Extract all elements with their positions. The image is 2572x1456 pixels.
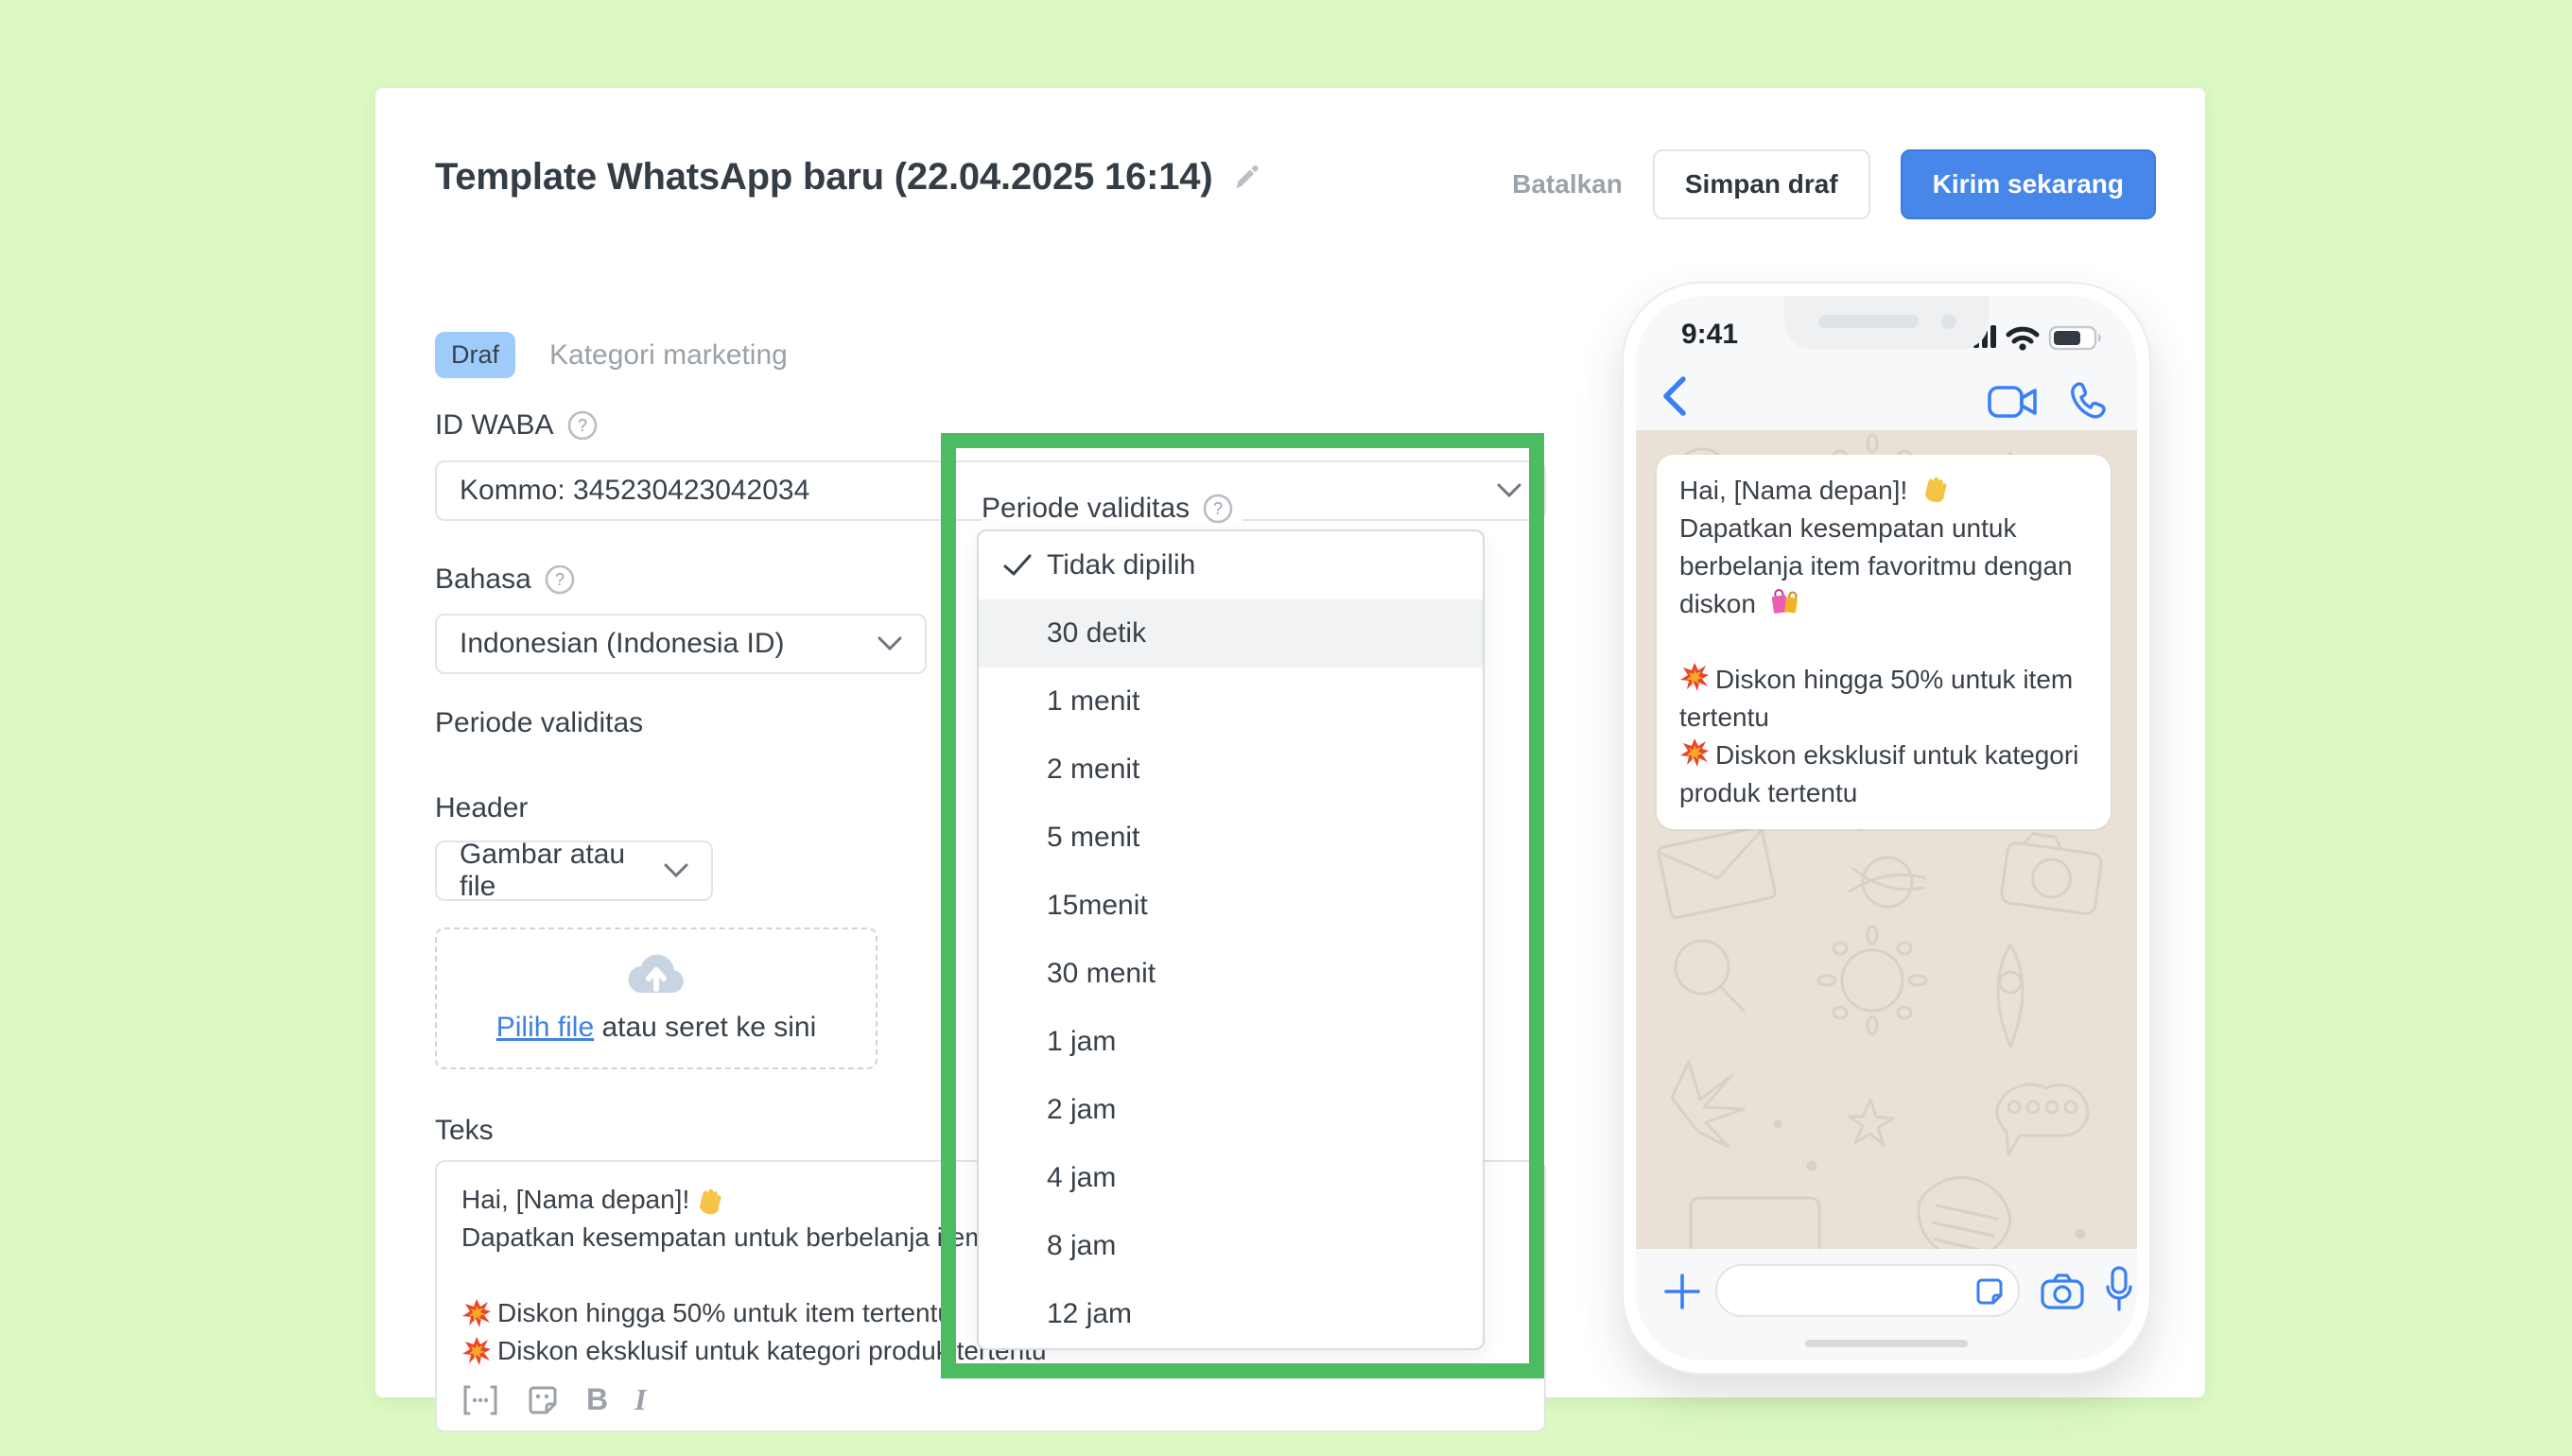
header-field-label: Header	[435, 792, 529, 823]
phone-clock: 9:41	[1681, 319, 1739, 350]
teks-label: Teks	[435, 1115, 494, 1146]
chat-area: Hai, [Nama depan]! Dapatkan kesempatan u…	[1636, 430, 2137, 1249]
phone-preview: 9:41	[1622, 282, 2151, 1375]
dropdown-option-2-menit[interactable]: 2 menit	[1047, 754, 1140, 785]
category-label: Kategori marketing	[549, 338, 788, 371]
phone-notch	[1784, 296, 1989, 349]
dropdown-option-12-jam[interactable]: 12 jam	[1047, 1298, 1133, 1329]
placeholder-icon[interactable]	[461, 1384, 499, 1416]
camera-icon	[2041, 1274, 2084, 1309]
help-icon[interactable]: ?	[567, 410, 598, 441]
svg-text:?: ?	[555, 570, 565, 589]
phone-screen: 9:41	[1636, 296, 2137, 1361]
bahasa-value: Indonesian (Indonesia ID)	[460, 628, 785, 659]
collision-emoji	[1679, 662, 1710, 692]
shopping-bags-emoji	[1769, 586, 1799, 616]
collision-emoji	[461, 1298, 492, 1328]
dropdown-option-2-jam[interactable]: 2 jam	[1047, 1094, 1117, 1125]
help-icon[interactable]: ?	[1203, 494, 1233, 524]
wifi-icon	[2006, 326, 2040, 351]
edit-title-pencil-icon[interactable]	[1231, 162, 1263, 194]
svg-text:?: ?	[1213, 499, 1223, 518]
voice-call-icon	[2069, 381, 2109, 421]
periode-validitas-dropdown: Tidak dipilih 30 detik 1 menit 2 menit 5…	[977, 529, 1485, 1350]
id-waba-label: ID WABA	[435, 409, 554, 441]
dropdown-option-30-detik[interactable]: 30 detik	[979, 599, 1483, 667]
collision-emoji	[1679, 737, 1710, 768]
dropdown-option-8-jam[interactable]: 8 jam	[1047, 1230, 1117, 1261]
message-bubble: Hai, [Nama depan]! Dapatkan kesempatan u…	[1657, 455, 2111, 829]
id-waba-value: Kommo: 345230423042034	[460, 475, 810, 506]
check-icon	[1003, 554, 1032, 577]
pilih-file-link[interactable]: Pilih file	[495, 1012, 595, 1043]
svg-text:?: ?	[578, 416, 587, 435]
send-now-button[interactable]: Kirim sekarang	[1900, 149, 2156, 219]
chevron-down-icon	[878, 636, 902, 651]
status-badge: Draf	[435, 332, 516, 378]
battery-icon	[2048, 325, 2101, 351]
dropdown-option-1-jam[interactable]: 1 jam	[1047, 1026, 1117, 1057]
dropdown-option-15-menit[interactable]: 15menit	[1047, 890, 1148, 921]
dropdown-option-5-menit[interactable]: 5 menit	[1047, 822, 1140, 853]
header-type-value: Gambar atau file	[460, 839, 626, 902]
dropdown-option-4-jam[interactable]: 4 jam	[1047, 1162, 1117, 1193]
template-editor-card: Template WhatsApp baru (22.04.2025 16:14…	[375, 88, 2205, 1432]
sticker-icon[interactable]	[526, 1383, 560, 1417]
video-call-icon	[1988, 385, 2039, 419]
italic-icon[interactable]: I	[634, 1382, 647, 1416]
header-type-select[interactable]: Gambar atau file	[435, 839, 713, 902]
bahasa-label: Bahasa	[435, 563, 531, 595]
back-icon	[1660, 375, 1687, 417]
cancel-button[interactable]: Batalkan	[1512, 169, 1623, 199]
collision-emoji	[461, 1336, 492, 1366]
plus-icon	[1662, 1272, 1702, 1311]
dropdown-option-30-menit[interactable]: 30 menit	[1047, 958, 1156, 989]
page-title: Template WhatsApp baru (22.04.2025 16:14…	[435, 156, 1213, 198]
wave-emoji	[695, 1185, 725, 1215]
message-input	[1715, 1264, 2020, 1317]
periode-validitas-label: Periode validitas	[435, 707, 644, 738]
bahasa-select[interactable]: Indonesian (Indonesia ID)	[435, 614, 927, 674]
mic-icon	[2105, 1266, 2133, 1313]
save-draft-button[interactable]: Simpan draf	[1652, 149, 1870, 219]
dropzone-text: atau seret ke sini	[594, 1012, 817, 1043]
chevron-down-icon	[1497, 483, 1521, 498]
dropdown-option-tidak-dipilih[interactable]: Tidak dipilih	[979, 531, 1483, 599]
wave-emoji	[1920, 473, 1951, 503]
chat-inputbar	[1636, 1249, 2137, 1361]
home-indicator	[1805, 1340, 1968, 1347]
bold-icon[interactable]: B	[586, 1382, 609, 1416]
help-icon[interactable]: ?	[545, 564, 575, 595]
dropdown-option-1-menit[interactable]: 1 menit	[1047, 685, 1140, 717]
status-icons	[1963, 322, 2105, 353]
file-dropzone[interactable]: Pilih file atau seret ke sini	[435, 927, 878, 1069]
chevron-down-icon	[664, 863, 688, 878]
cloud-upload-icon	[625, 953, 687, 997]
dropdown-periode-label: Periode validitas	[982, 493, 1190, 524]
sticker-icon	[1972, 1274, 2007, 1309]
